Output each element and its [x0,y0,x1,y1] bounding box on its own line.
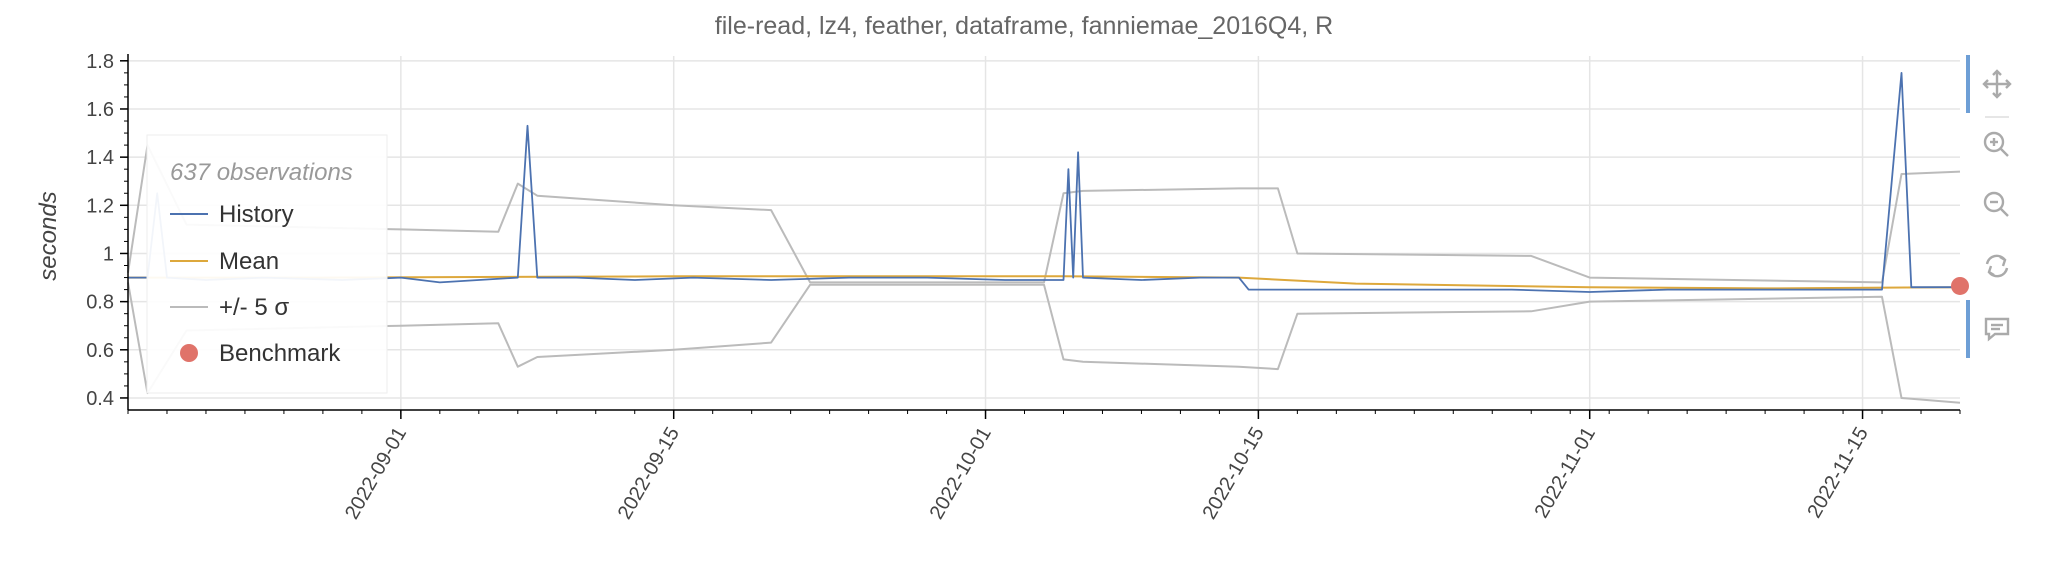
move-icon [1982,69,2012,99]
sigma-lower-line [127,282,1961,404]
y-tick-label: 1.6 [86,99,114,121]
y-ticks: 0.4 0.6 0.8 1 1.2 1.4 1.6 1.8 [86,51,128,410]
hover-tool-button[interactable] [1984,317,2010,342]
chart-toolbar [1966,55,2012,358]
sigma-upper-line [127,144,1961,284]
zoom-in-tool-button[interactable] [1983,131,2009,157]
legend: 637 observations History Mean +/- 5 σ Be… [146,134,388,394]
x-tick-label: 2022-09-15 [614,424,684,524]
history-line [128,72,1960,293]
y-tick-label: 0.8 [86,292,114,314]
chart-title: file-read, lz4, feather, dataframe, fann… [715,12,1333,40]
legend-label-history: History [219,201,294,228]
legend-swatch-benchmark [180,344,198,362]
x-ticks: 2022-09-01 2022-09-15 2022-10-01 2022-10-15… [127,410,1961,524]
reset-tool-button[interactable] [1985,254,2009,278]
comment-icon [1984,317,2010,342]
benchmark-point [1951,276,1969,295]
y-tick-label: 1 [103,243,114,265]
zoom-in-icon [1983,131,2009,157]
y-tick-label: 0.4 [86,388,114,410]
zoom-out-tool-button[interactable] [1983,191,2009,217]
legend-title: 637 observations [170,159,353,186]
legend-label-sigma: +/- 5 σ [219,294,289,321]
axes [127,54,1960,411]
x-tick-label: 2022-11-01 [1531,424,1600,522]
x-tick-label: 2022-10-15 [1199,424,1269,524]
pan-tool-button[interactable] [1982,69,2012,99]
reset-icon [1985,254,2009,278]
y-axis-label: seconds [35,191,62,280]
series-lines [127,72,1969,404]
x-tick-label: 2022-11-15 [1803,424,1872,522]
legend-label-benchmark: Benchmark [219,340,341,367]
legend-label-mean: Mean [219,248,279,275]
x-tick-label: 2022-10-01 [926,424,996,524]
y-tick-label: 0.6 [86,340,114,362]
y-tick-label: 1.4 [86,147,114,169]
grid-lines [128,56,1960,410]
y-tick-label: 1.8 [86,51,114,73]
y-tick-label: 1.2 [86,195,114,217]
x-tick-label: 2022-09-01 [341,424,411,524]
zoom-out-icon [1983,191,2009,217]
